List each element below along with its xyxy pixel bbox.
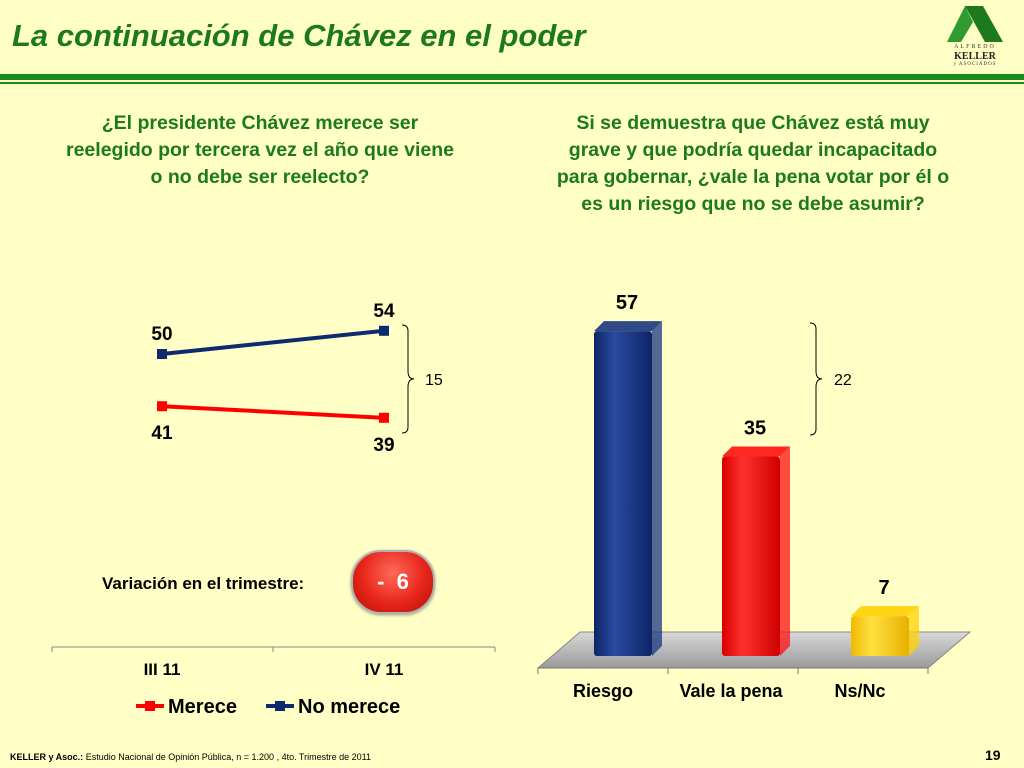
bar-chart: 57 35 7 Riesgo Vale la pena Ns/Nc 22 bbox=[536, 292, 972, 701]
right-question: Si se demuestra que Chávez está muy grav… bbox=[556, 112, 950, 215]
gap-bracket bbox=[401, 324, 415, 434]
company-logo: ALFREDO KELLER y ASOCIADOS bbox=[945, 4, 1005, 74]
data-point bbox=[379, 412, 389, 423]
data-label: 41 bbox=[151, 423, 173, 444]
gap-label: 15 bbox=[425, 372, 443, 389]
bar-top bbox=[722, 446, 790, 457]
bar bbox=[594, 331, 652, 656]
data-label: 35 bbox=[744, 418, 766, 440]
variation-label: Variación en el trimestre: bbox=[102, 574, 305, 593]
bar-side bbox=[909, 606, 919, 656]
x-tick-label: IV 11 bbox=[365, 660, 404, 679]
data-point bbox=[379, 325, 389, 336]
logo-line-1: ALFREDO bbox=[954, 44, 996, 50]
bar bbox=[722, 456, 780, 656]
line-chart: III 11 IV 11 41 39 50 54 15 Merece No merec… bbox=[51, 301, 496, 718]
x-tick-label: Vale la pena bbox=[679, 681, 783, 701]
header-rule-thin bbox=[0, 82, 1024, 84]
legend-marker-no-merece bbox=[275, 701, 285, 711]
series-line bbox=[161, 328, 385, 356]
source-text: Estudio Nacional de Opinión Pública, n =… bbox=[83, 752, 371, 762]
source-bold: KELLER y Asoc.: bbox=[10, 752, 84, 762]
x-tick-label: Ns/Nc bbox=[834, 681, 885, 701]
header-rule bbox=[0, 74, 1024, 80]
x-tick-label: Riesgo bbox=[573, 681, 633, 701]
legend-label-no-merece: No merece bbox=[298, 696, 400, 718]
logo-mark-icon bbox=[947, 6, 1003, 42]
logo-line-2: KELLER bbox=[954, 51, 996, 62]
data-label: 7 bbox=[878, 577, 889, 599]
data-label: 57 bbox=[616, 292, 638, 314]
page-number: 19 bbox=[985, 747, 1001, 763]
bar-top bbox=[594, 321, 662, 332]
legend-marker-merece bbox=[145, 701, 155, 711]
line-series-group: 41 39 50 54 bbox=[151, 301, 395, 456]
gap-bracket bbox=[809, 322, 823, 436]
data-label: 39 bbox=[373, 435, 394, 456]
bar-side bbox=[652, 321, 662, 656]
legend-label-merece: Merece bbox=[168, 696, 237, 718]
bar-series-group: 57 35 7 bbox=[594, 292, 919, 656]
logo-line-3: y ASOCIADOS bbox=[953, 62, 997, 67]
data-label: 54 bbox=[373, 301, 395, 322]
series-line bbox=[161, 404, 385, 420]
variation-badge: - 6 bbox=[351, 550, 435, 614]
data-point bbox=[157, 349, 167, 359]
left-question: ¿El presidente Chávez merece ser reelegi… bbox=[66, 112, 454, 188]
data-point bbox=[157, 401, 167, 412]
gap-label: 22 bbox=[834, 372, 852, 389]
page-title: La continuación de Chávez en el poder bbox=[12, 18, 586, 53]
bar-top bbox=[851, 606, 919, 617]
bar bbox=[851, 616, 909, 656]
data-label: 50 bbox=[151, 324, 172, 345]
bar-side bbox=[780, 446, 790, 656]
x-tick-label: III 11 bbox=[144, 660, 181, 679]
source-footer: KELLER y Asoc.: Estudio Nacional de Opin… bbox=[10, 752, 371, 762]
